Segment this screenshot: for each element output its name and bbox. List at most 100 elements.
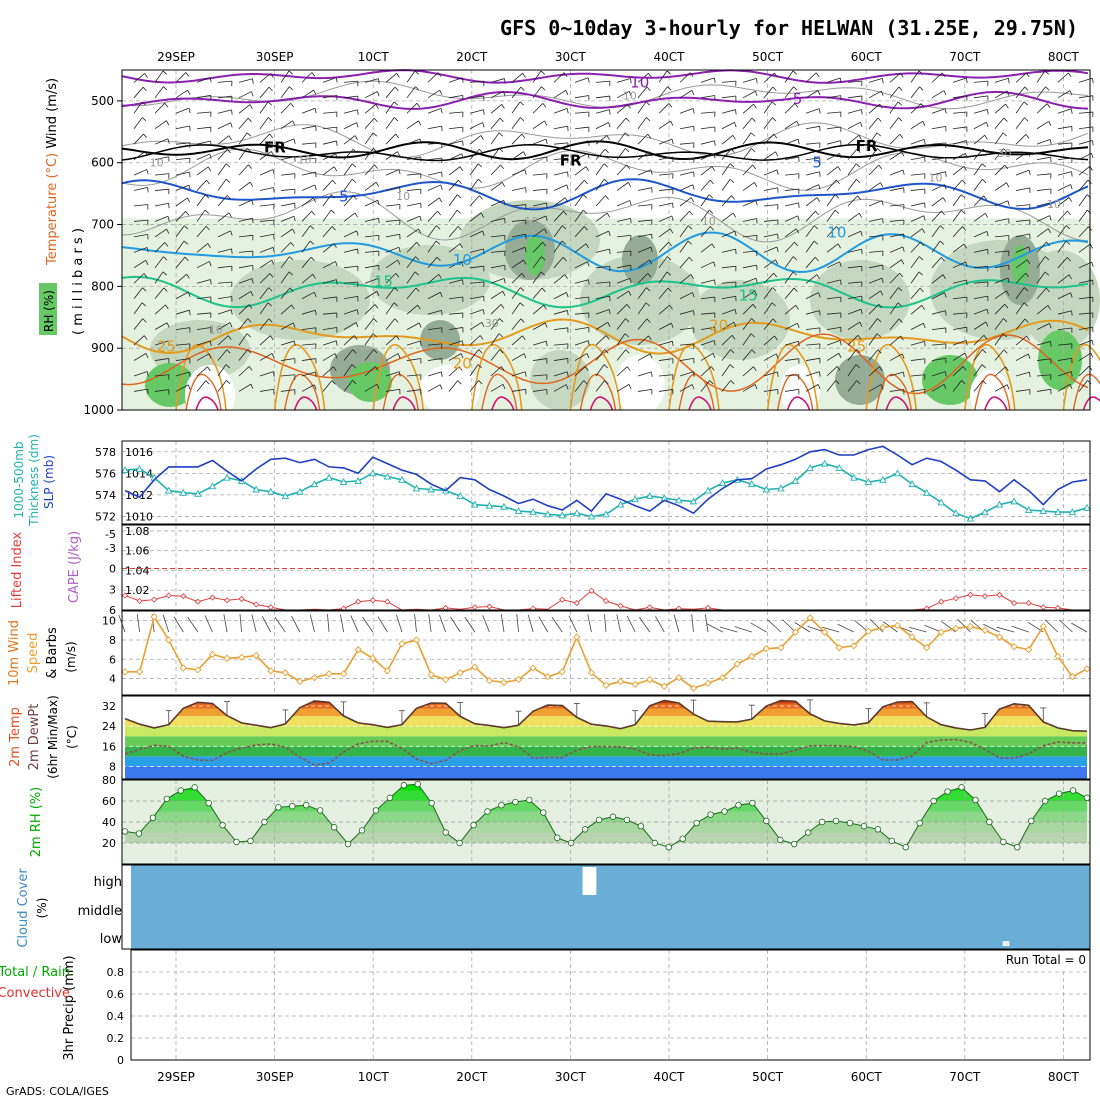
wind-barb-flag [331,380,336,385]
wind-barb-flag [335,77,338,83]
thickness-point [616,500,625,508]
surface-wind-barb [500,614,505,633]
rh-point [1055,790,1063,797]
wind-barb [973,281,988,284]
wind-barb-flag [672,341,674,347]
wind-barb [364,290,378,300]
wind-barb [406,322,420,330]
wind-barb [1036,341,1051,346]
wind-barb-flag [945,171,947,177]
wind-barb-flag [145,260,149,265]
wind-barb [763,101,773,114]
wind-barb [259,233,274,238]
wind-barb-flag [1071,171,1073,177]
wind-barb-flag [267,101,273,106]
wind-barb [217,122,231,130]
wind-barb [322,353,336,361]
wind-barb [1078,111,1093,114]
date-label-top: 20CT [456,50,488,64]
wind-barb [175,142,190,145]
lifted-index-point [223,597,231,604]
wind-barb-flag [792,271,798,276]
wind-barb [721,195,732,207]
wind-barb-flag [750,333,756,338]
wind-barb [490,117,501,129]
wind-barb [784,389,799,392]
wind-barb-flag [310,225,315,230]
cloud-ylabel-1: Cloud Cover [16,868,31,948]
wind-barb [574,95,589,99]
wind-barb-flag [962,366,967,371]
wind-barb [448,179,459,191]
wind-barb [175,291,189,300]
wind-barb-flag [730,380,735,385]
wind-barb-flag [524,371,527,377]
wind-barb [238,78,253,83]
wind-barb [826,312,841,315]
wind-barb [490,104,503,114]
isotherm-surface-orange [668,343,720,411]
wind-barb-flag [357,109,359,115]
wind-barb [490,383,504,392]
wind-barb-flag [249,181,254,187]
wind-barb-flag [880,90,884,96]
wind-barb-flag [645,101,651,106]
wind-barb [154,256,164,269]
wind-barb [175,327,190,331]
rh-line [124,783,1088,848]
wind-barb-flag [835,179,840,185]
surface-wind-barb [941,620,957,633]
wind-barb-flag [625,148,630,153]
wind-barb-flag [146,169,149,175]
wind-barb-flag [670,322,674,328]
wind-barb [175,211,186,222]
wind-barb-flag [753,366,757,371]
wind-barb [385,133,396,145]
wind-barb-flag [1044,271,1050,276]
wind-barb [301,125,316,130]
wind-barb-flag [522,335,526,341]
wind-barb-flag [942,274,946,280]
wind-barb-flag [819,310,821,316]
wind-barb [385,86,396,99]
wind-barb-flag [986,122,989,128]
wind-barb [1015,287,1025,299]
wind-barb-flag [585,166,589,172]
wind-barb [133,259,146,269]
wind-barb-flag [314,184,317,190]
wind-barb-flag [671,139,674,145]
wind-barb-flag [438,197,443,203]
wind-barb [784,271,794,284]
wind-barb [217,163,227,176]
wind-barb [532,287,543,299]
wind-barb [448,194,458,207]
wind-barb-flag [902,169,905,175]
wind-barb-flag [289,86,294,91]
isotherm-surface-red [974,373,1011,411]
slp-line [124,445,1088,515]
wind-barb [154,304,166,315]
contour-label: FR [560,151,582,169]
wind-barb [994,366,1006,377]
thickness-tick-label: 578 [95,446,116,459]
wind-barb [217,322,231,330]
wind-barb-flag [986,309,989,315]
wind-barb [700,77,715,83]
wind-barb [553,210,564,222]
wind-barb [826,166,839,176]
wind-barb-flag [414,271,420,276]
wind-barb-flag [416,103,421,108]
wind-barb-flag [819,171,821,177]
wind-barb-flag [459,243,463,249]
wind-speed-point [223,654,231,662]
wind-barb [490,277,505,284]
wind-barb-flag [732,212,737,218]
wind-barb [1036,256,1046,269]
wind-barb [469,109,484,114]
wind-barb [805,142,820,145]
wind-barb-flag [900,335,904,341]
wind-barb-flag [877,117,882,122]
wind-barb-flag [666,70,671,75]
wind-barb [259,388,274,392]
